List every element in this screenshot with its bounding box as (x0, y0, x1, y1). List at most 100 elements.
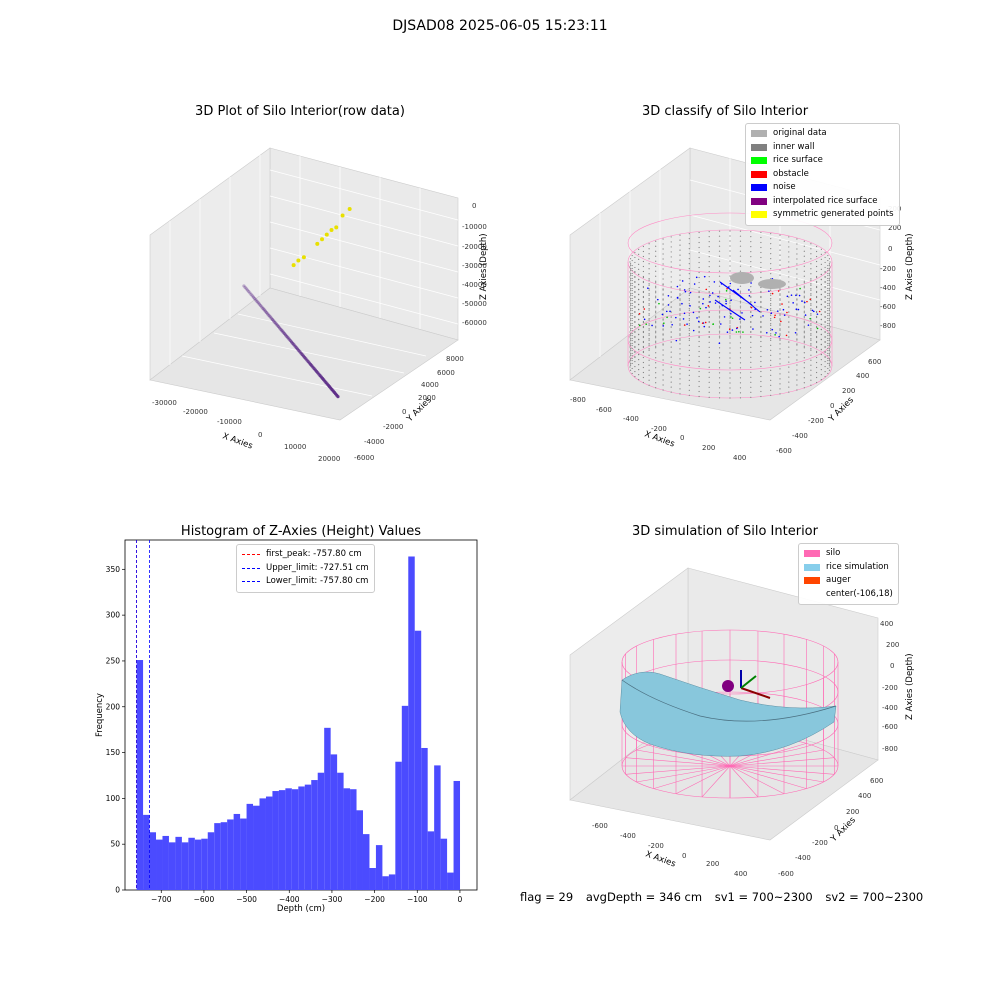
wall-point (820, 284, 822, 286)
wall-point (828, 268, 831, 270)
wall-point (828, 289, 831, 291)
noise-point (684, 290, 687, 293)
wall-point (718, 357, 721, 359)
wall-point (750, 341, 752, 343)
wall-point (670, 321, 672, 323)
wall-point (828, 284, 831, 286)
wall-point (788, 336, 790, 338)
panel4-auger-axes (722, 670, 771, 699)
wall-point (750, 311, 752, 313)
wall-point (679, 319, 681, 321)
wall-point (634, 281, 636, 284)
wall-point (679, 334, 681, 336)
wall-point (827, 289, 829, 292)
noise-point (682, 318, 685, 320)
wall-point (810, 283, 812, 285)
wall-point (662, 374, 664, 376)
noise-point (750, 282, 752, 284)
wall-point (642, 326, 644, 329)
noise-point (696, 317, 698, 319)
wall-point (824, 351, 826, 354)
noise-point (736, 327, 738, 330)
wall-point (631, 329, 633, 332)
wall-point (698, 301, 700, 304)
wall-point (739, 317, 742, 319)
wall-point (820, 309, 822, 311)
wall-point (820, 374, 822, 376)
wall-point (631, 312, 633, 315)
raw-point (310, 364, 314, 368)
panel1-tick-labels: -30000 -20000 -10000 0 10000 20000 -6000… (152, 202, 487, 463)
wall-point (824, 355, 826, 358)
panel3-bars (136, 556, 461, 890)
wall-point (829, 336, 831, 338)
noise-point (795, 294, 797, 297)
wall-point (729, 332, 731, 334)
noise-point (725, 298, 727, 301)
wall-point (679, 373, 681, 375)
wall-point (779, 234, 781, 236)
wall-point (718, 397, 721, 399)
wall-point (820, 329, 822, 331)
wall-point (760, 326, 762, 329)
wall-point (708, 281, 710, 283)
wall-point (655, 387, 657, 389)
wall-point (816, 325, 818, 328)
wall-point (634, 280, 636, 283)
wall-point (820, 313, 822, 315)
panel2-legend: original data inner wall rice surface ob… (745, 123, 900, 226)
wall-point (803, 367, 805, 369)
wall-point (655, 270, 657, 272)
wall-point (729, 292, 731, 294)
wall-point (770, 384, 772, 386)
wall-point (828, 308, 831, 310)
wall-point (638, 278, 640, 280)
wall-point (770, 328, 772, 330)
noise-point (771, 278, 774, 280)
noise-point (768, 290, 770, 292)
raw-point (263, 309, 267, 313)
wall-point (810, 348, 812, 350)
noise-point (727, 286, 730, 288)
wall-point (796, 283, 798, 285)
wall-point (642, 320, 644, 323)
wall-point (810, 318, 812, 320)
wall-point (760, 335, 762, 338)
wall-point (828, 339, 831, 341)
wall-point (750, 336, 752, 338)
wall-point (828, 288, 831, 290)
noise-point (675, 316, 677, 319)
wall-point (810, 359, 812, 361)
wall-point (655, 322, 657, 324)
noise-point (667, 294, 670, 297)
raw-point (330, 387, 334, 392)
wall-point (655, 285, 657, 287)
wall-point (655, 335, 657, 337)
noise-point (701, 322, 704, 324)
wall-point (698, 310, 700, 313)
wall-point (803, 387, 805, 389)
raw-point (282, 331, 286, 336)
raw-point (243, 285, 247, 289)
wall-point (670, 336, 672, 338)
wall-point (779, 378, 781, 380)
wall-point (803, 345, 805, 347)
silo-ring (621, 691, 839, 757)
wall-point (662, 359, 664, 361)
noise-point (676, 285, 679, 288)
wall-point (829, 296, 831, 298)
wall-point (648, 314, 650, 316)
wall-point (662, 293, 664, 295)
wall-point (816, 301, 818, 304)
wall-point (648, 329, 650, 331)
raw-point (329, 386, 333, 390)
wall-point (770, 293, 772, 295)
wall-point (810, 304, 812, 306)
wall-point (662, 384, 664, 386)
wall-point (688, 243, 690, 245)
wall-point (810, 384, 812, 386)
wall-point (698, 276, 700, 279)
panel1-ytick: 0 (402, 408, 406, 416)
wall-point (803, 305, 805, 307)
wall-point (670, 271, 672, 273)
